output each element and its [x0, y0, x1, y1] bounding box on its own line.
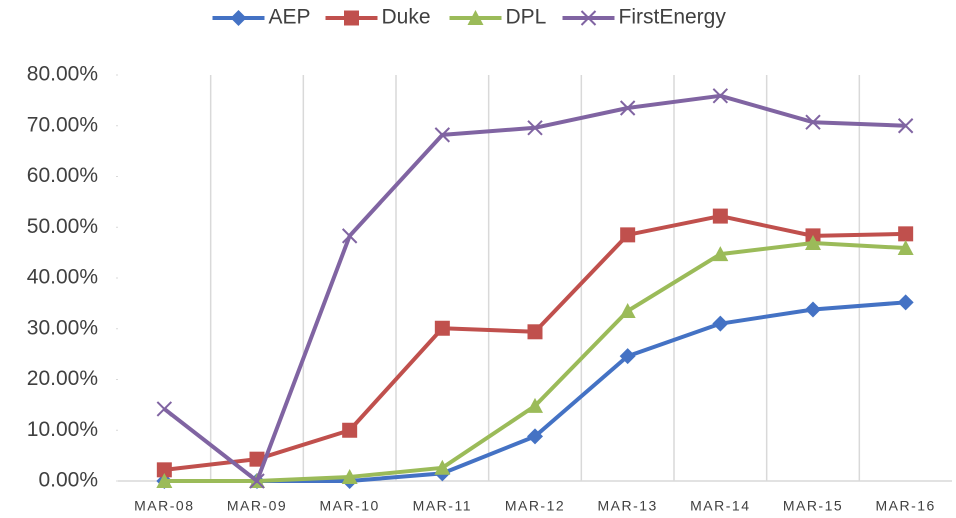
series-line: [163, 93, 906, 483]
x-tick-label: MAR-13: [597, 498, 657, 514]
y-tick-label: 30.00%: [27, 316, 98, 339]
x-tick-label: MAR-09: [227, 498, 287, 514]
y-tick-label: 20.00%: [27, 367, 98, 390]
marker: [342, 422, 358, 438]
marker: [249, 451, 265, 467]
marker: [619, 302, 636, 318]
marker: [434, 127, 451, 143]
marker: [620, 227, 636, 243]
legend-label: Duke: [382, 6, 431, 29]
marker: [580, 10, 597, 26]
legend-label: FirstEnergy: [619, 6, 727, 29]
marker: [712, 315, 729, 332]
marker: [527, 397, 543, 413]
marker: [527, 428, 543, 445]
y-tick-label: 60.00%: [27, 164, 98, 187]
marker: [712, 208, 728, 224]
marker: [805, 114, 821, 130]
y-tick-label: 50.00%: [27, 215, 98, 238]
marker: [249, 473, 265, 489]
y-tick-label: 80.00%: [27, 63, 98, 86]
x-tick-label: MAR-08: [134, 498, 194, 514]
marker: [527, 324, 543, 340]
marker: [712, 88, 729, 104]
marker: [527, 120, 543, 136]
y-tick-label: 0.00%: [38, 469, 98, 492]
legend: AEP Duke DPL FirstEnergy: [212, 6, 727, 29]
marker: [897, 118, 914, 134]
series-line: [164, 240, 906, 483]
marker: [805, 301, 821, 318]
y-tick-label: 40.00%: [27, 266, 98, 289]
marker: [156, 462, 172, 478]
marker: [897, 294, 914, 311]
y-tick-label: 10.00%: [27, 418, 98, 441]
marker: [341, 468, 358, 484]
marker: [467, 10, 484, 25]
x-tick-label: MAR-14: [690, 498, 750, 514]
marker: [897, 240, 914, 256]
marker: [434, 320, 450, 336]
marker: [898, 226, 914, 242]
x-tick-label: MAR-11: [413, 498, 472, 514]
marker: [434, 459, 451, 475]
marker: [619, 100, 636, 116]
marker: [712, 246, 729, 262]
marker: [156, 401, 173, 417]
marker: [156, 473, 173, 488]
marker: [341, 228, 358, 244]
marker: [344, 10, 359, 26]
legend-label: DPL: [506, 6, 547, 29]
x-tick-label: MAR-15: [783, 498, 843, 514]
x-tick-label: MAR-16: [875, 498, 935, 514]
marker: [619, 348, 636, 365]
y-tick-label: 70.00%: [27, 113, 98, 136]
x-tick-label: MAR-10: [319, 498, 379, 514]
marker: [230, 10, 247, 26]
x-tick-label: MAR-12: [505, 498, 565, 514]
marker: [805, 234, 821, 250]
legend-label: AEP: [269, 6, 311, 29]
